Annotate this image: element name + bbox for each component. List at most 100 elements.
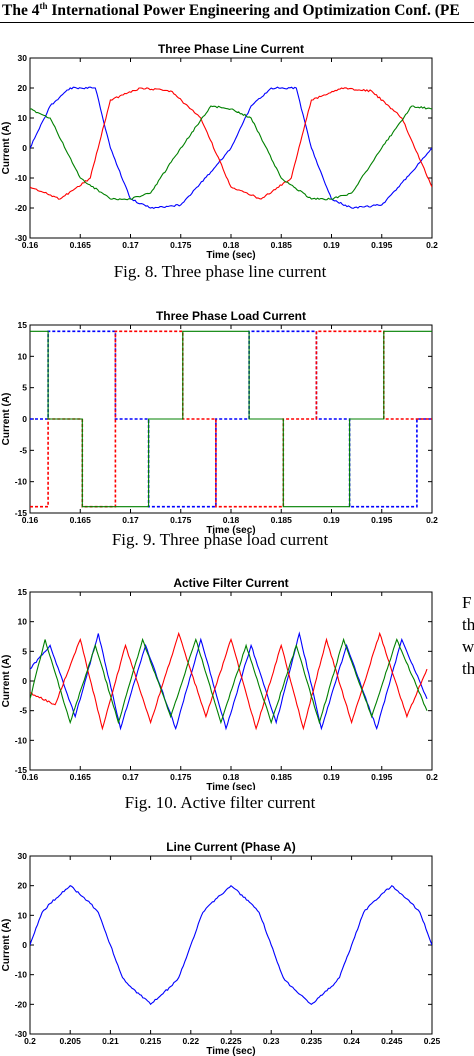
figure-10: Active Filter Current 0.16 0.165 0.17 0.175 0…	[0, 572, 440, 790]
x-tick-label: 0.245	[381, 1036, 403, 1046]
caption-fig-10: Fig. 10. Active filter current	[124, 793, 316, 812]
caption-fig-8: Fig. 8. Three phase line current	[113, 262, 327, 281]
x-axis-label: Time (sec)	[206, 525, 255, 535]
series-line	[30, 330, 432, 508]
y-axis-label: Current (A)	[1, 919, 12, 972]
series-line	[30, 637, 428, 725]
header-after: International Power Engineering and Opti…	[47, 2, 460, 20]
chart-title: Three Phase Load Current	[156, 309, 306, 323]
running-header: The 4th International Power Engineering …	[2, 1, 460, 20]
x-tick-label: 0.175	[170, 772, 192, 782]
chart-three-phase-load-current: Three Phase Load Current 0.16 0.165 0.17 0.1…	[1, 309, 438, 535]
y-axis-label: Current (A)	[1, 393, 12, 446]
series-line	[30, 330, 432, 508]
y-tick-label: -10	[15, 735, 28, 745]
x-axis-label: Time (sec)	[206, 250, 255, 260]
chart-line-current-phase-a: Line Current (Phase A) 0.2 0.205 0.21 0.215 0…	[1, 840, 440, 1056]
y-tick-label: 10	[18, 617, 28, 627]
series-line	[30, 631, 428, 731]
series-line	[30, 631, 428, 731]
x-tick-label: 0.19	[323, 515, 340, 525]
x-tick-label: 0.195	[371, 772, 393, 782]
figure-11: Line Current (Phase A) 0.2 0.205 0.21 0.215 0…	[0, 836, 440, 1056]
y-tick-label: -10	[15, 173, 28, 183]
x-tick-label: 0.25	[424, 1036, 440, 1046]
page-header: The 4th International Power Engineering …	[0, 0, 474, 23]
x-axis-label: Time (sec)	[206, 1046, 255, 1056]
x-tick-label: 0.225	[220, 1036, 242, 1046]
x-tick-label: 0.195	[371, 515, 393, 525]
series-line	[30, 86, 432, 210]
chart-three-phase-line-current: Three Phase Line Current 0.16 0.165 0.17 0.1…	[1, 42, 438, 260]
series-line	[30, 330, 432, 508]
x-tick-label: 0.165	[70, 772, 92, 782]
side-text-line-1: F	[462, 593, 472, 612]
x-tick-label: 0.16	[22, 240, 39, 250]
x-tick-label: 0.17	[122, 772, 139, 782]
y-tick-label: -5	[19, 445, 27, 455]
chart-title: Three Phase Line Current	[158, 42, 304, 56]
x-tick-label: 0.21	[102, 1036, 119, 1046]
x-tick-label: 0.2	[426, 515, 438, 525]
y-tick-label: 0	[22, 143, 27, 153]
y-tick-label: 15	[18, 587, 28, 597]
x-tick-label: 0.2	[426, 772, 438, 782]
x-tick-label: 0.185	[271, 240, 293, 250]
x-tick-label: 0.23	[263, 1036, 280, 1046]
y-tick-label: 5	[22, 383, 27, 393]
side-text-line-4: th	[462, 659, 474, 678]
figure-9: Three Phase Load Current 0.16 0.165 0.17 0.1…	[0, 303, 440, 535]
y-tick-label: 30	[18, 53, 28, 63]
x-tick-label: 0.18	[223, 240, 240, 250]
x-tick-label: 0.18	[223, 772, 240, 782]
y-axis-label: Current (A)	[1, 122, 12, 175]
x-tick-label: 0.22	[183, 1036, 200, 1046]
y-tick-label: -15	[15, 508, 28, 518]
x-tick-label: 0.19	[323, 240, 340, 250]
y-tick-label: -10	[15, 970, 28, 980]
x-tick-label: 0.235	[301, 1036, 323, 1046]
chart-title: Active Filter Current	[173, 576, 288, 590]
x-tick-label: 0.2	[24, 1036, 36, 1046]
y-axis-label: Current (A)	[1, 655, 12, 708]
chart-active-filter-current: Active Filter Current 0.16 0.165 0.17 0.175 0…	[1, 576, 438, 790]
caption-fig-9: Fig. 9. Three phase load current	[111, 530, 329, 549]
series-line	[30, 87, 432, 200]
y-tick-label: 10	[18, 351, 28, 361]
y-tick-label: -20	[15, 203, 28, 213]
side-text-line-2: th	[462, 615, 474, 634]
x-tick-label: 0.195	[371, 240, 393, 250]
series-line	[30, 884, 432, 1006]
side-text-line-3: w	[462, 637, 474, 656]
x-tick-label: 0.16	[22, 772, 39, 782]
x-tick-label: 0.165	[70, 240, 92, 250]
y-tick-label: -30	[15, 233, 28, 243]
y-tick-label: 10	[18, 113, 28, 123]
x-tick-label: 0.175	[170, 240, 192, 250]
x-tick-label: 0.165	[70, 515, 92, 525]
y-tick-label: 0	[22, 940, 27, 950]
y-tick-label: -5	[19, 706, 27, 716]
x-tick-label: 0.185	[271, 772, 293, 782]
x-tick-label: 0.17	[122, 240, 139, 250]
x-tick-label: 0.16	[22, 515, 39, 525]
chart-title: Line Current (Phase A)	[166, 840, 296, 854]
x-tick-label: 0.2	[426, 240, 438, 250]
y-tick-label: 20	[18, 881, 28, 891]
figure-8: Three Phase Line Current 0.16 0.165 0.17 0.1…	[0, 40, 440, 260]
y-tick-label: -30	[15, 1029, 28, 1039]
y-tick-label: 10	[18, 910, 28, 920]
y-tick-label: -20	[15, 999, 28, 1009]
y-tick-label: 5	[22, 646, 27, 656]
y-tick-label: -10	[15, 477, 28, 487]
header-before: The 4	[2, 2, 40, 20]
x-axis-label: Time (sec)	[206, 782, 255, 790]
x-tick-label: 0.19	[323, 772, 340, 782]
y-tick-label: 30	[18, 851, 28, 861]
y-tick-label: 0	[22, 414, 27, 424]
y-tick-label: -15	[15, 765, 28, 775]
x-tick-label: 0.18	[223, 515, 240, 525]
y-tick-label: 15	[18, 320, 28, 330]
x-tick-label: 0.205	[60, 1036, 82, 1046]
x-tick-label: 0.215	[140, 1036, 162, 1046]
